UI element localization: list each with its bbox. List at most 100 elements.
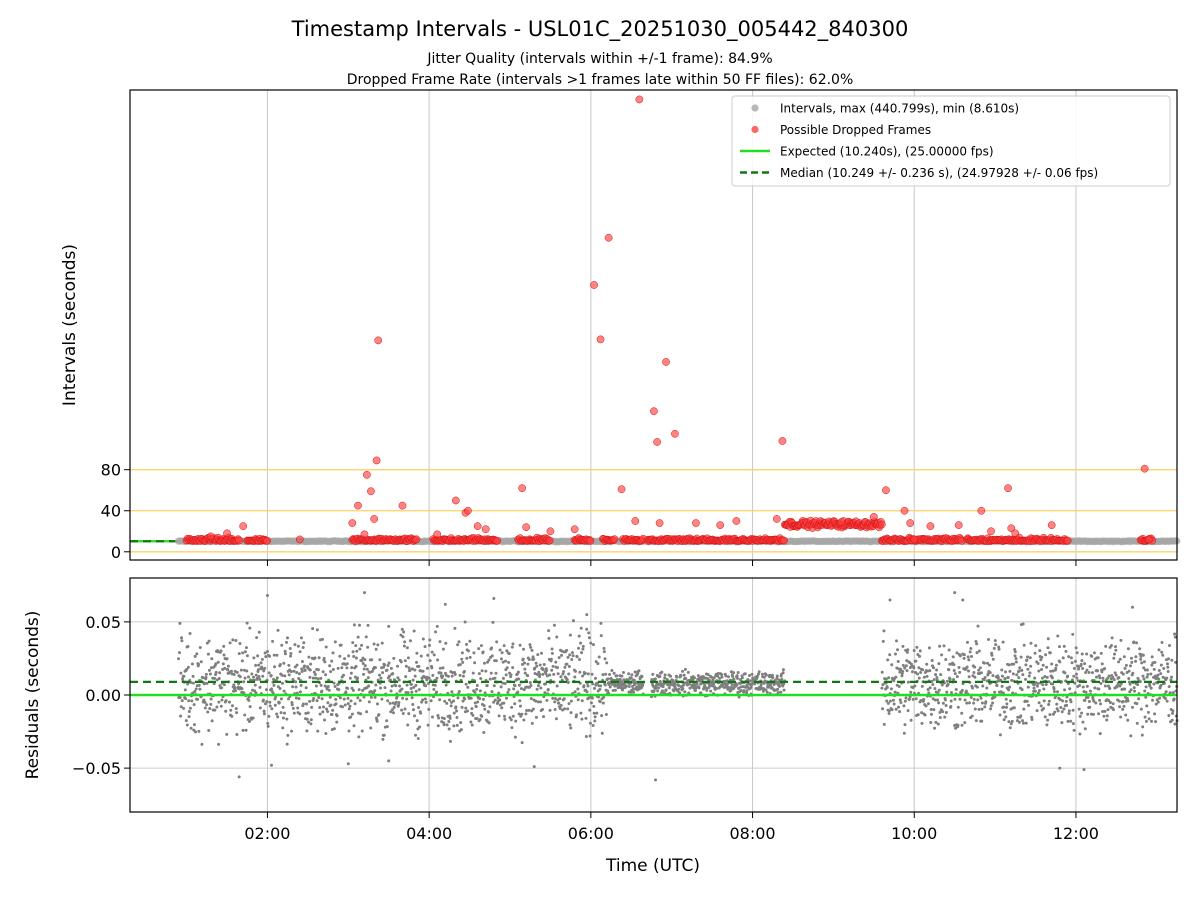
- residual-point: [893, 690, 897, 694]
- residual-point: [455, 723, 459, 727]
- residual-point: [467, 649, 471, 653]
- residual-point: [982, 661, 986, 665]
- residual-point: [1119, 715, 1123, 719]
- residual-point: [1098, 698, 1102, 702]
- residual-point: [531, 655, 535, 659]
- residual-point: [419, 711, 423, 715]
- residual-point: [612, 671, 616, 675]
- residual-point: [421, 698, 425, 702]
- residual-point: [718, 676, 722, 680]
- residual-point: [335, 720, 339, 724]
- residual-point: [320, 697, 324, 701]
- residual-point: [468, 655, 472, 659]
- residual-point: [1069, 700, 1073, 704]
- dropped-frame-point: [433, 530, 442, 539]
- residual-point: [1150, 719, 1154, 723]
- residual-point: [1058, 766, 1062, 770]
- residual-point: [330, 712, 334, 716]
- residual-point: [219, 704, 223, 708]
- residual-point: [1052, 687, 1056, 691]
- residual-point: [968, 701, 972, 705]
- residual-point: [1021, 721, 1025, 725]
- residual-point: [462, 670, 466, 674]
- residual-point: [292, 711, 296, 715]
- residual-point: [520, 712, 524, 716]
- residual-point: [244, 728, 248, 732]
- residual-point: [401, 712, 405, 716]
- residual-point: [412, 629, 416, 633]
- residual-point: [452, 699, 456, 703]
- residual-point: [620, 680, 624, 684]
- residual-point: [288, 646, 292, 650]
- residual-point: [486, 660, 490, 664]
- residual-point: [1139, 707, 1143, 711]
- residual-point: [905, 650, 909, 654]
- residual-point: [671, 679, 675, 683]
- residual-point: [238, 642, 242, 646]
- residual-point: [357, 735, 361, 739]
- residual-point: [389, 689, 393, 693]
- residual-point: [346, 702, 350, 706]
- residual-point: [184, 719, 188, 723]
- residual-point: [1144, 719, 1148, 723]
- residual-point: [1046, 646, 1050, 650]
- residual-point: [1117, 676, 1121, 680]
- residual-point: [325, 707, 329, 711]
- residual-point: [180, 639, 184, 643]
- residual-point: [552, 623, 556, 627]
- residual-point: [889, 687, 893, 691]
- residual-point: [925, 662, 929, 666]
- residual-point: [423, 645, 427, 649]
- residual-point: [542, 663, 546, 667]
- residual-point: [528, 681, 532, 685]
- residual-point: [339, 643, 343, 647]
- residual-point: [976, 624, 980, 628]
- residual-point: [350, 712, 354, 716]
- residual-point: [352, 724, 356, 728]
- residual-point: [942, 644, 946, 648]
- residual-point: [991, 701, 995, 705]
- chart-title: Timestamp Intervals - USL01C_20251030_00…: [291, 17, 909, 42]
- residual-point: [411, 708, 415, 712]
- residual-point: [1056, 634, 1060, 638]
- residual-point: [1060, 710, 1064, 714]
- residual-point: [1121, 672, 1125, 676]
- residual-point: [627, 672, 631, 676]
- residual-point: [590, 696, 594, 700]
- residual-point: [351, 641, 355, 645]
- dropped-frame-point: [263, 536, 272, 545]
- residual-point: [286, 733, 290, 737]
- residual-point: [683, 667, 687, 671]
- residual-point: [686, 670, 690, 674]
- residual-point: [926, 688, 930, 692]
- residual-point: [479, 644, 483, 648]
- residual-point: [573, 690, 577, 694]
- residual-point: [340, 666, 344, 670]
- residual-point: [748, 679, 752, 683]
- residual-point: [1145, 704, 1149, 708]
- residual-point: [513, 702, 517, 706]
- residual-point: [573, 675, 577, 679]
- residual-point: [225, 732, 229, 736]
- residual-point: [1088, 689, 1092, 693]
- residual-point: [303, 668, 307, 672]
- residual-point: [886, 701, 890, 705]
- residual-point: [280, 673, 284, 677]
- residual-point: [375, 702, 379, 706]
- residual-point: [300, 669, 304, 673]
- residual-point: [319, 683, 323, 687]
- residual-point: [983, 675, 987, 679]
- residual-point: [554, 717, 558, 721]
- residual-point: [557, 701, 561, 705]
- residual-point: [458, 663, 462, 667]
- residual-point: [615, 674, 619, 678]
- residual-point: [591, 643, 595, 647]
- x-tick-label: 02:00: [244, 824, 290, 843]
- residual-point: [960, 688, 964, 692]
- residual-point: [565, 662, 569, 666]
- residual-point: [1098, 732, 1102, 736]
- residual-point: [408, 668, 412, 672]
- residual-point: [403, 707, 407, 711]
- residual-point: [488, 677, 492, 681]
- residual-point: [592, 704, 596, 708]
